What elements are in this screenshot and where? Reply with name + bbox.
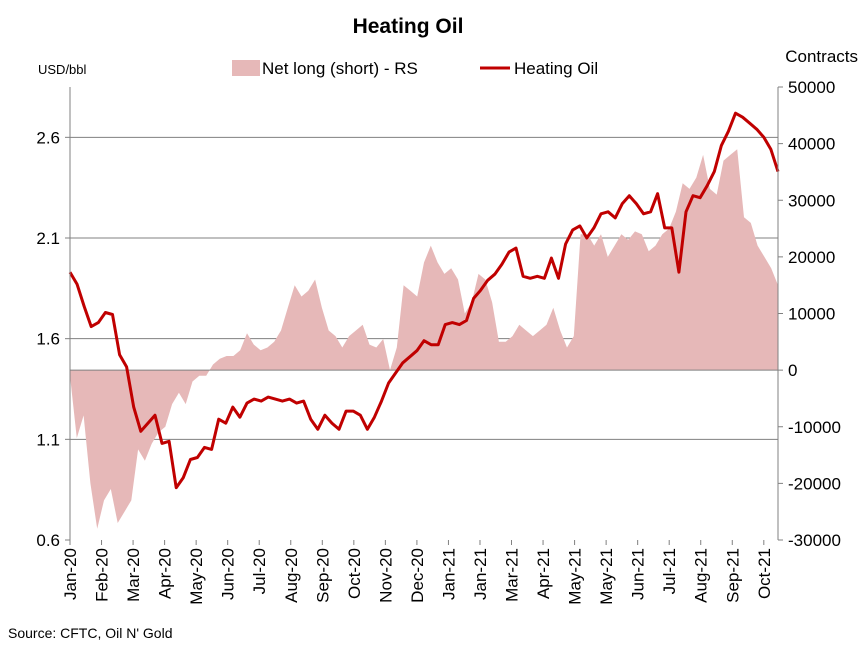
left-tick-label: 2.6	[36, 128, 60, 147]
left-tick-label: 1.1	[36, 430, 60, 449]
right-tick-label: 0	[788, 361, 797, 380]
left-tick-label: 0.6	[36, 531, 60, 550]
x-tick-label: Jan-21	[471, 548, 490, 600]
x-tick-label: Aug-21	[692, 548, 711, 603]
x-tick-label: Dec-20	[408, 548, 427, 603]
x-tick-label: Apr-21	[534, 548, 553, 599]
x-tick-label: Mar-20	[124, 548, 143, 602]
x-tick-label: May-20	[187, 548, 206, 605]
right-tick-label: 40000	[788, 135, 835, 154]
x-tick-label: May-21	[597, 548, 616, 605]
x-tick-label: Nov-20	[376, 548, 395, 603]
legend-swatch-net-long	[232, 60, 260, 76]
right-tick-label: 20000	[788, 248, 835, 267]
x-tick-label: Feb-20	[93, 548, 112, 602]
x-tick-label: Apr-20	[156, 548, 175, 599]
source-note: Source: CFTC, Oil N' Gold	[8, 625, 173, 641]
heating-oil-line	[68, 111, 780, 490]
right-tick-label: 30000	[788, 191, 835, 210]
right-axis-ticks: -30000 -20000 -10000 0 10000 20000 30000 40000 5…	[778, 78, 841, 550]
left-tick-label: 1.6	[36, 330, 60, 349]
net-long-area	[70, 149, 778, 529]
left-tick-label: 2.1	[36, 229, 60, 248]
legend: Net long (short) - RS Heating Oil	[232, 59, 598, 78]
x-tick-label: Jan-20	[61, 548, 80, 600]
x-tick-label: Mar-21	[503, 548, 522, 602]
legend-label-net-long: Net long (short) - RS	[262, 59, 418, 78]
chart-title: Heating Oil	[353, 15, 464, 38]
right-tick-label: -10000	[788, 418, 841, 437]
right-tick-label: 10000	[788, 305, 835, 324]
x-tick-label: May-21	[566, 548, 585, 605]
x-tick-label: Jun-20	[219, 548, 238, 600]
x-tick-label: Sep-20	[313, 548, 332, 603]
right-tick-label: -30000	[788, 531, 841, 550]
left-axis-ticks: 0.6 1.1 1.6 2.1 2.6	[36, 128, 70, 550]
x-tick-label: Oct-21	[755, 548, 774, 599]
x-tick-label: Sep-21	[723, 548, 742, 603]
left-axis-label: USD/bbl	[38, 62, 87, 77]
right-tick-label: 50000	[788, 78, 835, 97]
right-axis-label: Contracts	[785, 47, 858, 66]
x-tick-label: Jul-21	[660, 548, 679, 594]
x-tick-label: Jan-21	[439, 548, 458, 600]
x-tick-label: Aug-20	[282, 548, 301, 603]
x-axis-ticks: Jan-20 Feb-20 Mar-20 Apr-20 May-20 Jun-20 Jul-…	[61, 540, 774, 605]
x-tick-label: Jun-21	[629, 548, 648, 600]
x-tick-label: Jul-20	[250, 548, 269, 594]
x-tick-label: Oct-20	[345, 548, 364, 599]
legend-label-heating-oil: Heating Oil	[514, 59, 598, 78]
right-tick-label: -20000	[788, 474, 841, 493]
